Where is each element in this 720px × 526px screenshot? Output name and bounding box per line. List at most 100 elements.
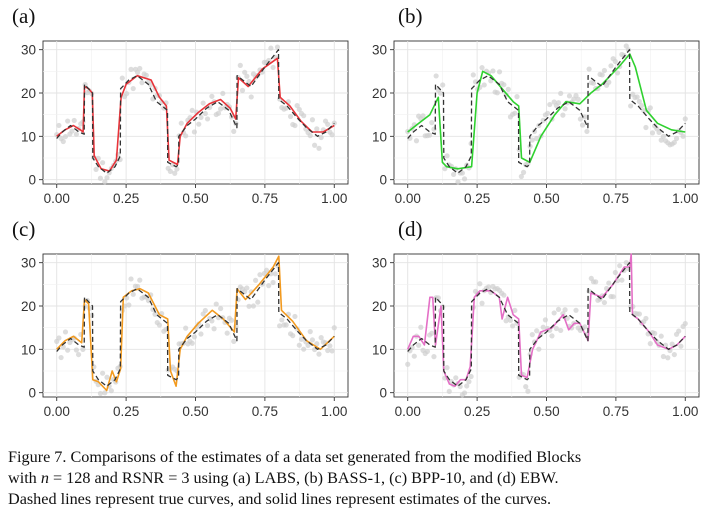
observation-point <box>680 133 686 139</box>
caption-line-2-math: n <box>40 469 49 487</box>
observation-point <box>58 354 64 361</box>
observation-point <box>656 129 662 136</box>
observation-point <box>224 330 230 336</box>
figure-caption: Figure 7. Comparisons of the estimates o… <box>8 447 714 510</box>
observation-point <box>301 346 307 352</box>
observation-point <box>307 133 313 139</box>
observation-point <box>614 70 621 76</box>
observation-point <box>582 114 588 120</box>
observation-point <box>494 90 500 96</box>
observation-point <box>298 336 305 342</box>
observation-point <box>503 318 509 324</box>
y-tick-label: 30 <box>21 256 36 271</box>
observation-point <box>204 116 211 122</box>
observation-point <box>244 73 250 79</box>
observation-point <box>621 52 627 59</box>
observation-point <box>244 285 250 291</box>
observation-point <box>617 263 623 269</box>
observation-point <box>628 103 634 109</box>
chart-panel-4: 0.00 0.25 0.50 0.75 1.00 0 10 20 30 (d) <box>372 217 700 419</box>
observation-point <box>220 90 226 97</box>
observation-point <box>573 307 579 313</box>
observation-point <box>189 107 195 114</box>
observation-point <box>75 351 82 358</box>
observation-point <box>314 341 320 347</box>
observation-point <box>255 299 261 305</box>
observation-point <box>327 343 333 349</box>
observation-point <box>464 383 470 389</box>
y-tick-label: 0 <box>379 386 387 401</box>
x-tick-label: 0.00 <box>395 191 421 206</box>
observation-point <box>196 121 202 127</box>
observation-point <box>191 129 198 135</box>
observation-point <box>314 126 320 132</box>
observation-point <box>128 66 134 72</box>
observation-point <box>100 370 106 376</box>
x-tick-label: 0.25 <box>464 191 490 206</box>
true-curve-line <box>407 49 686 174</box>
observation-point <box>108 388 114 394</box>
observation-point <box>156 322 163 328</box>
observation-point <box>649 130 656 136</box>
observation-point <box>252 277 259 283</box>
y-tick-label: 0 <box>28 173 36 188</box>
observation-point <box>411 353 417 359</box>
observation-point <box>60 138 66 145</box>
observation-point <box>569 325 575 331</box>
observation-point <box>599 72 605 78</box>
observation-point <box>100 160 106 166</box>
x-tick-label: 0.25 <box>113 404 139 419</box>
observation-point <box>562 307 568 313</box>
observation-point <box>660 133 667 139</box>
observation-point <box>470 72 476 78</box>
caption-line-2-prefix: with <box>8 469 41 487</box>
observation-point <box>643 315 649 322</box>
observation-point <box>213 301 219 307</box>
observation-point <box>682 116 688 122</box>
estimate-curve-line <box>407 53 686 170</box>
observation-point <box>560 311 566 317</box>
observation-point <box>665 355 671 361</box>
observation-point <box>198 331 204 337</box>
observation-point <box>623 259 629 266</box>
y-tick-label: 10 <box>21 342 36 357</box>
observation-point <box>405 361 411 367</box>
observation-point <box>268 45 274 51</box>
y-tick-label: 20 <box>372 299 387 314</box>
observation-point <box>606 79 612 85</box>
y-tick-label: 10 <box>21 129 36 144</box>
observation-point <box>104 175 110 181</box>
observation-point <box>669 341 675 347</box>
observation-point <box>263 267 270 273</box>
observation-point <box>625 47 632 53</box>
observation-point <box>525 388 531 394</box>
observation-point <box>435 295 441 301</box>
observation-point <box>558 90 564 97</box>
x-tick-label: 0.00 <box>44 191 70 206</box>
observation-point <box>610 294 616 300</box>
observation-point <box>257 272 263 278</box>
chart-panel-2: 0.00 0.25 0.50 0.75 1.00 0 10 20 30 (b) <box>372 4 700 206</box>
observation-point <box>510 323 516 329</box>
observation-point <box>178 120 184 126</box>
observation-point <box>65 118 71 124</box>
observation-point <box>641 107 647 114</box>
y-tick-label: 10 <box>372 342 387 357</box>
caption-line-2-suffix: = 128 and RSNR = 3 using (a) LABS, (b) B… <box>48 469 559 487</box>
observation-point <box>671 351 677 358</box>
x-tick-label: 1.00 <box>321 404 347 419</box>
observation-point <box>451 171 457 178</box>
observation-point <box>97 390 104 397</box>
observation-point <box>496 69 503 75</box>
observation-point <box>134 69 141 75</box>
observation-point <box>413 138 420 144</box>
observation-point <box>130 85 136 92</box>
observation-point <box>459 170 465 176</box>
observation-point <box>544 110 551 116</box>
observation-point <box>215 110 222 116</box>
observation-point <box>542 317 549 323</box>
observation-point <box>270 64 276 71</box>
observation-point <box>507 317 514 323</box>
observation-point <box>433 73 439 79</box>
observation-point <box>218 106 224 112</box>
